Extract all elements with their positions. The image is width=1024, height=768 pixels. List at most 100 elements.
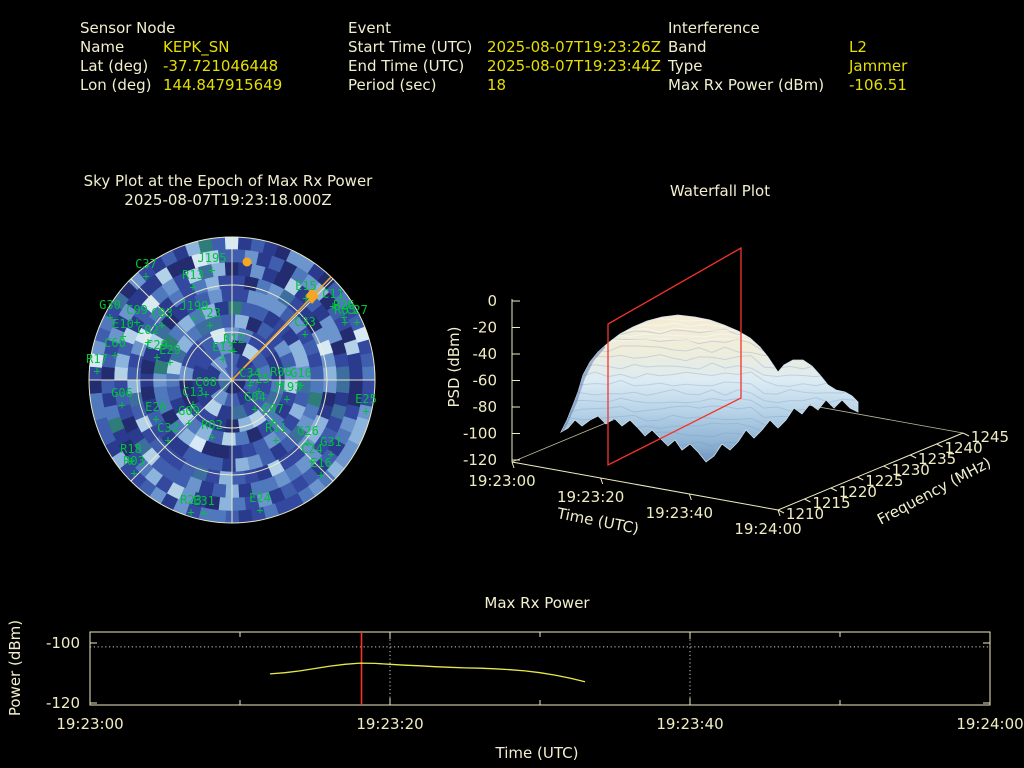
- sky-mosaic-cell: [322, 365, 338, 381]
- satellite-marker: +: [130, 466, 137, 480]
- satellite-label: C23: [199, 306, 221, 320]
- x-tick-label: 19:24:00: [956, 715, 1023, 733]
- sensor-node-row: Lat (deg) -37.721046448: [80, 57, 282, 76]
- satellite-marker: +: [119, 329, 126, 343]
- field-value: 2025-08-07T19:23:44Z: [487, 57, 661, 75]
- frequency-tick-label: 1240: [944, 439, 982, 457]
- psd-tick-label: -80: [473, 398, 498, 416]
- satellite-marker: +: [208, 263, 215, 277]
- satellite-marker: +: [329, 299, 336, 313]
- satellite-label: G30: [99, 298, 121, 312]
- frequency-tick: [857, 476, 864, 481]
- sky-plot-title: Sky Plot at the Epoch of Max Rx Power: [83, 172, 373, 190]
- satellite-label: R06: [270, 365, 292, 379]
- satellite-marker: +: [142, 269, 149, 283]
- satellite-marker: +: [190, 311, 197, 325]
- satellite-label: R03: [123, 454, 145, 468]
- satellite-marker: +: [304, 436, 311, 450]
- sky-mosaic-cell: [217, 470, 233, 486]
- psd-tick-label: -40: [473, 345, 498, 363]
- satellite-marker: +: [127, 454, 134, 468]
- timeseries-y-axis-label: Power (dBm): [6, 619, 24, 717]
- satellite-label: R11: [265, 421, 287, 435]
- sky-mosaic-cell: [217, 274, 233, 290]
- satellite-marker: +: [269, 414, 276, 428]
- satellite-label: C34: [239, 366, 261, 380]
- satellite-marker: +: [341, 315, 348, 329]
- field-label: Lon (deg): [80, 76, 152, 94]
- sky-mosaic-cell: [228, 445, 243, 460]
- interference-row: Type Jammer: [668, 57, 907, 76]
- field-label: Lat (deg): [80, 57, 149, 75]
- frequency-base-axis: [777, 432, 964, 511]
- field-value: KEPK_SN: [163, 38, 230, 56]
- sky-mosaic-cell: [335, 365, 351, 381]
- satellite-marker: +: [200, 506, 207, 520]
- satellite-marker: +: [317, 468, 324, 482]
- field-label: Period (sec): [348, 76, 437, 94]
- time-base-axis: [511, 461, 779, 511]
- satellite-marker: +: [340, 310, 347, 324]
- sky-mosaic-cell: [220, 313, 236, 329]
- satellite-marker: +: [187, 505, 194, 519]
- satellite-label: R17: [86, 352, 108, 366]
- satellite-label: C60: [104, 336, 126, 350]
- sky-mosaic-cell: [309, 379, 325, 395]
- sky-mosaic-cell: [362, 366, 376, 381]
- frequency-tick-label: 1215: [812, 494, 850, 512]
- waterfall-title: Waterfall Plot: [669, 182, 771, 200]
- surface-ridge-line: [561, 379, 856, 395]
- max-rx-power-curve: [269, 662, 586, 683]
- satellite-label: C29: [146, 338, 168, 352]
- satellite-marker: +: [246, 378, 253, 392]
- satellite-marker: +: [202, 387, 209, 401]
- satellite-label: G04: [244, 390, 266, 404]
- sky-mosaic-cell: [217, 497, 233, 512]
- satellite-label: C25: [248, 372, 270, 386]
- sensor-node-title: Sensor Node: [80, 19, 176, 37]
- interference-dot-marker: [242, 257, 252, 267]
- satellite-label: E15: [295, 279, 317, 293]
- satellite-label: C09: [126, 303, 148, 317]
- satellite-marker: +: [251, 402, 258, 416]
- sky-mosaic-cell: [231, 497, 247, 512]
- psd-tick-label: -120: [463, 451, 497, 469]
- x-tick-label: 19:23:20: [356, 715, 423, 733]
- satellite-marker: +: [230, 344, 237, 358]
- satellite-label: C32: [157, 421, 179, 435]
- time-tick-label: 19:24:00: [734, 520, 801, 538]
- satellite-label: G26: [297, 424, 319, 438]
- satellite-label: E24: [249, 491, 271, 505]
- time-tick: [600, 477, 604, 485]
- frequency-tick: [883, 465, 890, 470]
- satellite-label: J193: [273, 380, 302, 394]
- satellite-label: R05: [334, 303, 356, 317]
- psd-tick-label: 0: [487, 292, 497, 310]
- interference-title: Interference: [668, 19, 760, 37]
- surface-highlight-line: [599, 338, 751, 342]
- psd-tick-label: -20: [473, 319, 498, 337]
- x-tick-label: 19:23:00: [56, 715, 123, 733]
- frequency-tick: [936, 443, 943, 448]
- frequency-tick: [830, 487, 838, 492]
- satellite-marker: +: [153, 350, 160, 364]
- surface-ridge-line: [561, 397, 856, 413]
- satellite-label: R13: [182, 268, 204, 282]
- sky-mosaic-cell: [228, 300, 243, 315]
- y-tick-label: -100: [46, 634, 80, 652]
- surface-ridge-line: [561, 371, 856, 387]
- satellite-label: G16: [290, 366, 312, 380]
- satellite-marker: +: [308, 454, 315, 468]
- field-value: L2: [849, 38, 867, 56]
- sky-mosaic-cell: [322, 379, 338, 395]
- timeseries-title: Max Rx Power: [484, 594, 590, 612]
- sky-mosaic-cell: [211, 236, 227, 251]
- sky-mosaic-cell: [335, 379, 351, 395]
- satellite-label: E10: [112, 317, 134, 331]
- satellite-label: E31: [193, 494, 215, 508]
- time-tick: [688, 493, 692, 501]
- timeseries-x-axis-label: Time (UTC): [495, 744, 579, 762]
- surface-ridge-line: [561, 388, 856, 404]
- sky-mosaic-cell: [234, 457, 250, 473]
